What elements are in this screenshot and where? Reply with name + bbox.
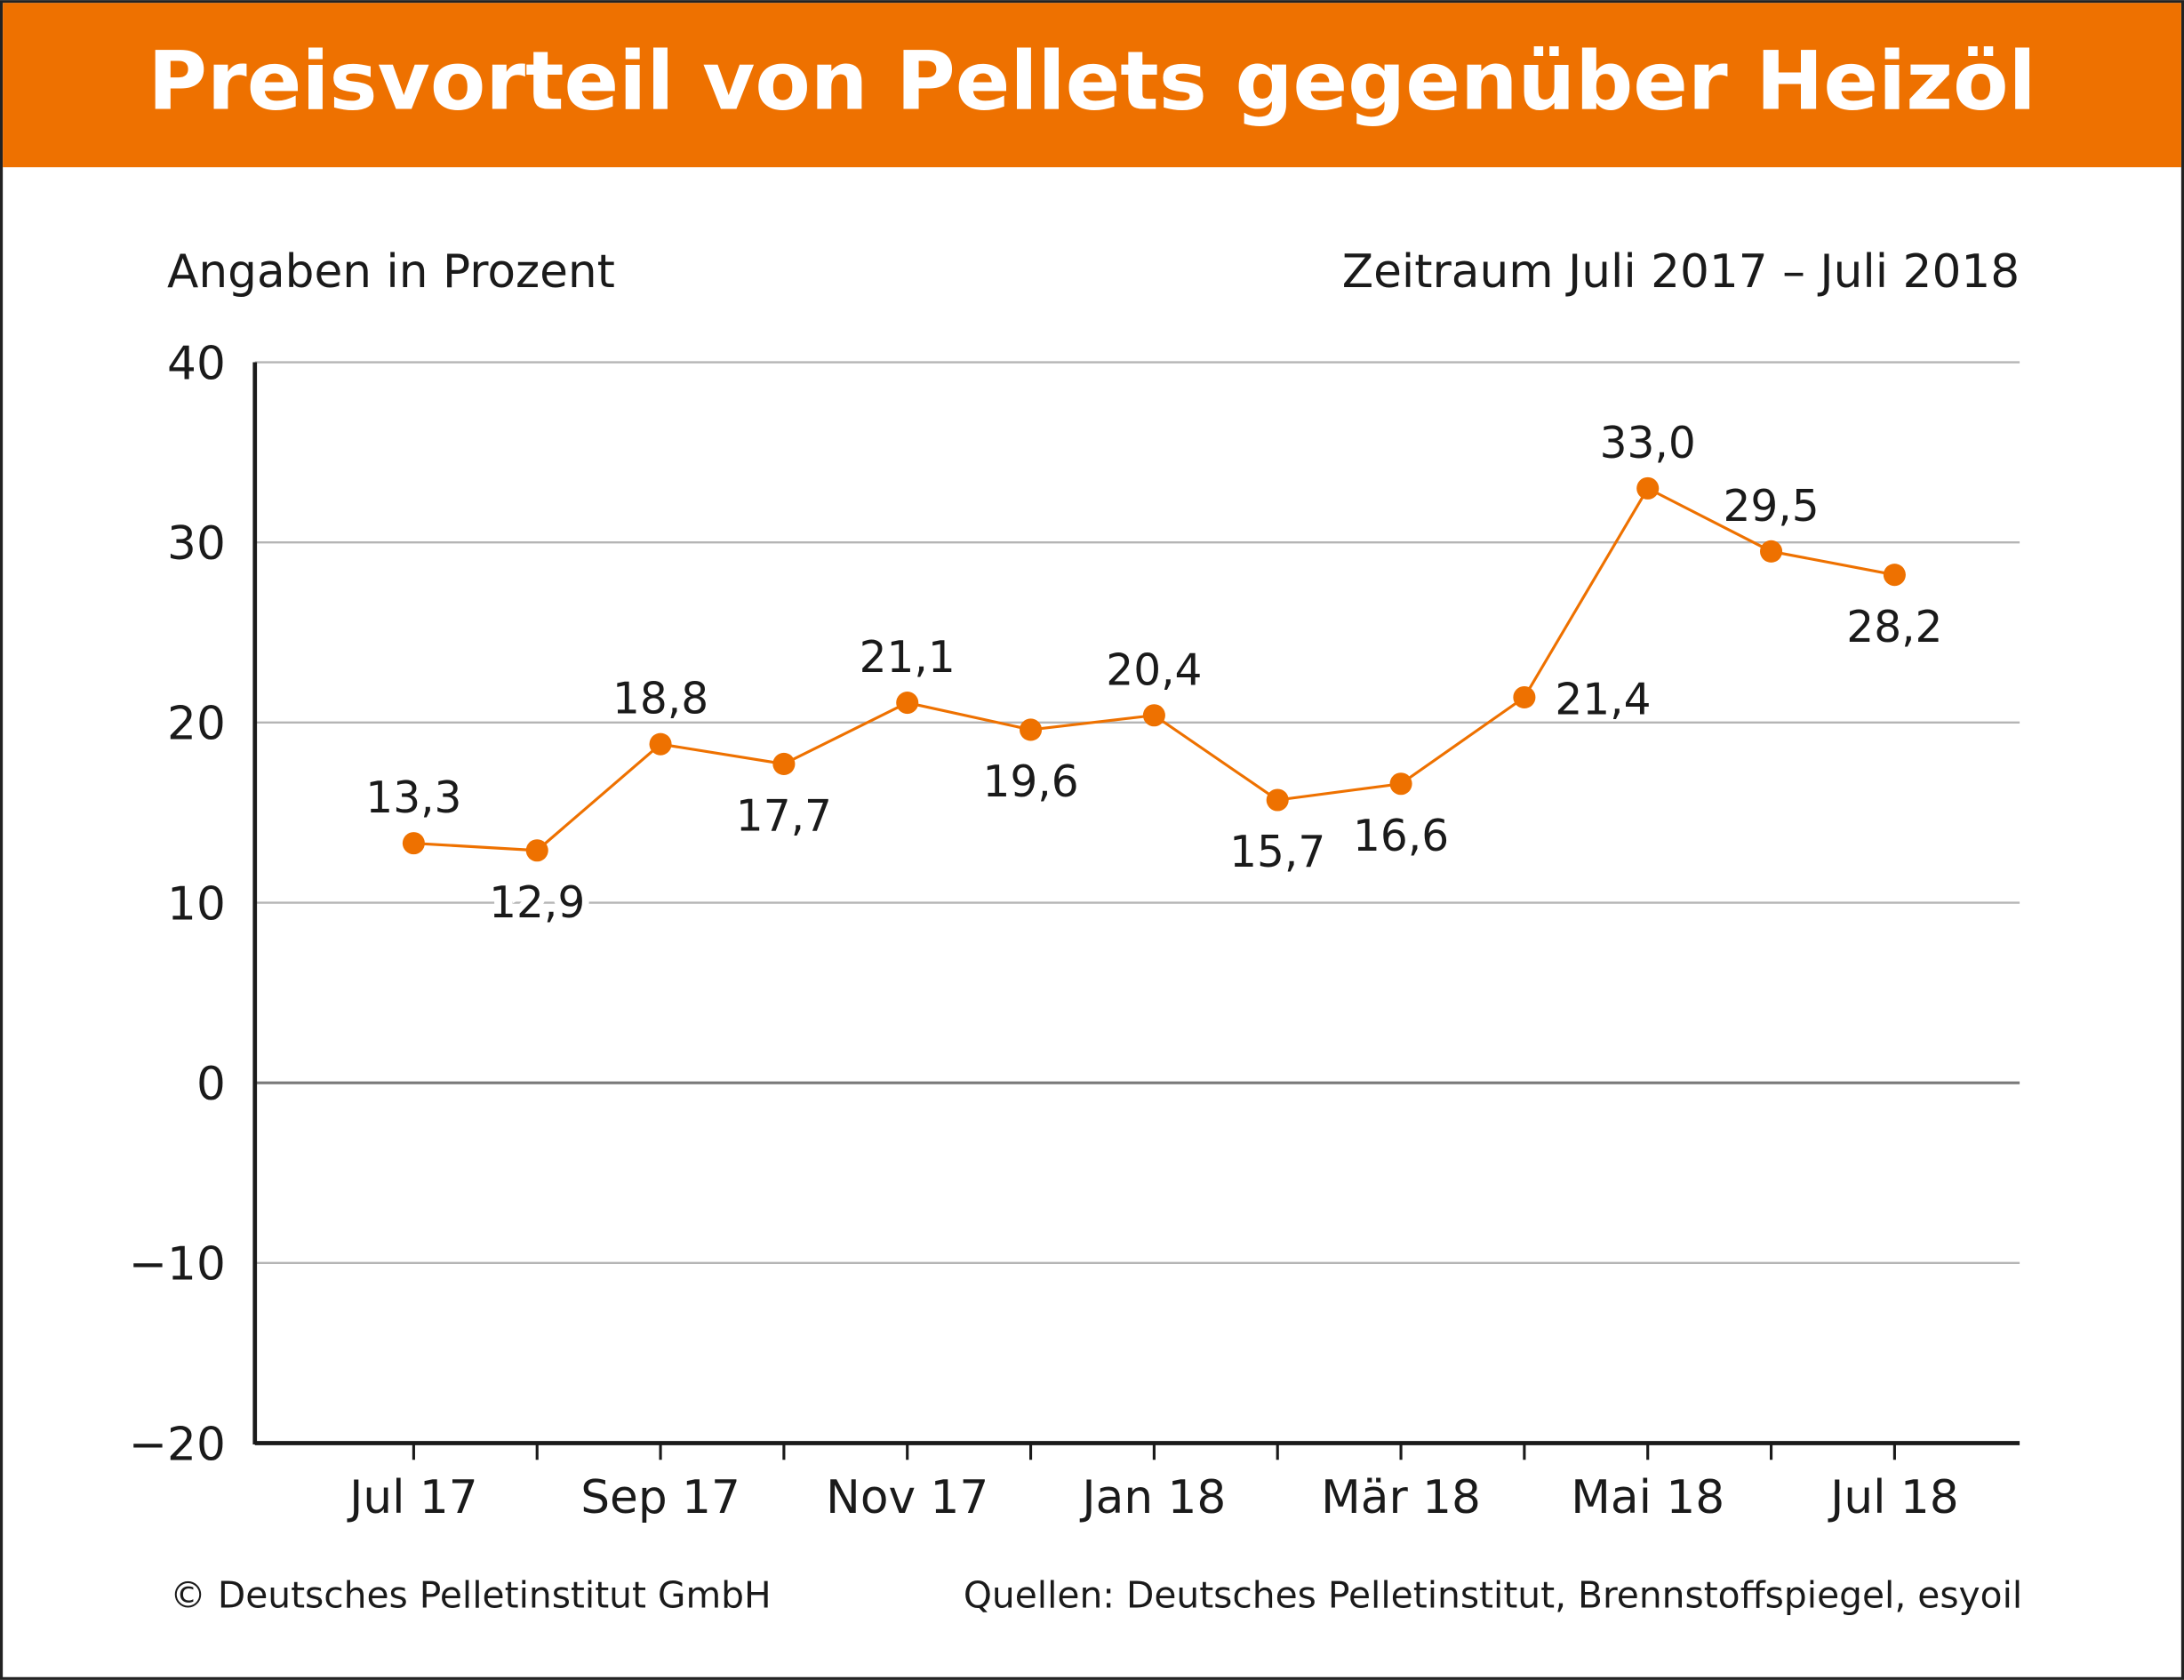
- x-tick-label: Sep 17: [580, 1471, 740, 1524]
- y-tick-label: 40: [167, 337, 226, 390]
- data-label: 19,6: [982, 757, 1078, 807]
- data-label: 18,8: [612, 675, 708, 724]
- data-point: [1636, 476, 1660, 500]
- y-tick-label: 20: [167, 698, 226, 751]
- data-label: 16,6: [1353, 812, 1449, 861]
- data-point: [649, 732, 672, 756]
- data-point: [1142, 704, 1165, 727]
- data-point: [1883, 564, 1906, 587]
- data-point: [402, 832, 425, 855]
- x-tick-label: Jan 18: [1079, 1471, 1226, 1524]
- data-label: 21,4: [1555, 675, 1651, 724]
- data-point: [772, 752, 796, 776]
- sources: Quellen: Deutsches Pelletinstitut, Brenn…: [964, 1573, 2022, 1616]
- y-tick-label: 0: [196, 1058, 226, 1111]
- data-label: 28,2: [1846, 603, 1942, 652]
- data-label: 33,0: [1600, 419, 1696, 468]
- data-point: [525, 839, 548, 862]
- x-tick-label: Mai 18: [1571, 1471, 1724, 1524]
- copyright: © Deutsches Pelletinstitut GmbH: [170, 1573, 771, 1616]
- data-point: [1266, 788, 1289, 812]
- y-tick-label: 10: [167, 877, 226, 931]
- data-label: 12,9: [489, 878, 585, 928]
- data-point: [1760, 540, 1783, 563]
- data-label: 17,7: [736, 792, 832, 842]
- data-point: [896, 692, 919, 715]
- x-tick-label: Jul 18: [1828, 1471, 1959, 1524]
- title-bar: [3, 3, 2181, 168]
- x-tick-label: Nov 17: [826, 1471, 988, 1524]
- x-tick-label: Mär 18: [1321, 1471, 1481, 1524]
- data-label: 29,5: [1723, 482, 1819, 532]
- chart-subtitle: Zeitraum Juli 2017 – Juli 2018: [1342, 245, 2020, 299]
- x-tick-label: Jul 17: [347, 1471, 478, 1524]
- data-point: [1513, 685, 1536, 709]
- chart-title: Preisvorteil von Pellets gegenüber Heizö…: [148, 35, 2036, 128]
- y-axis-label: Angaben in Prozent: [167, 245, 615, 299]
- y-tick-label: −10: [129, 1238, 226, 1292]
- y-tick-label: 30: [167, 517, 226, 571]
- y-tick-label: −20: [129, 1418, 226, 1471]
- data-label: 15,7: [1229, 828, 1325, 877]
- data-point: [1020, 718, 1043, 741]
- data-point: [1389, 772, 1412, 796]
- data-label: 20,4: [1106, 645, 1202, 695]
- data-label: 13,3: [365, 773, 461, 823]
- data-label: 21,1: [860, 633, 956, 683]
